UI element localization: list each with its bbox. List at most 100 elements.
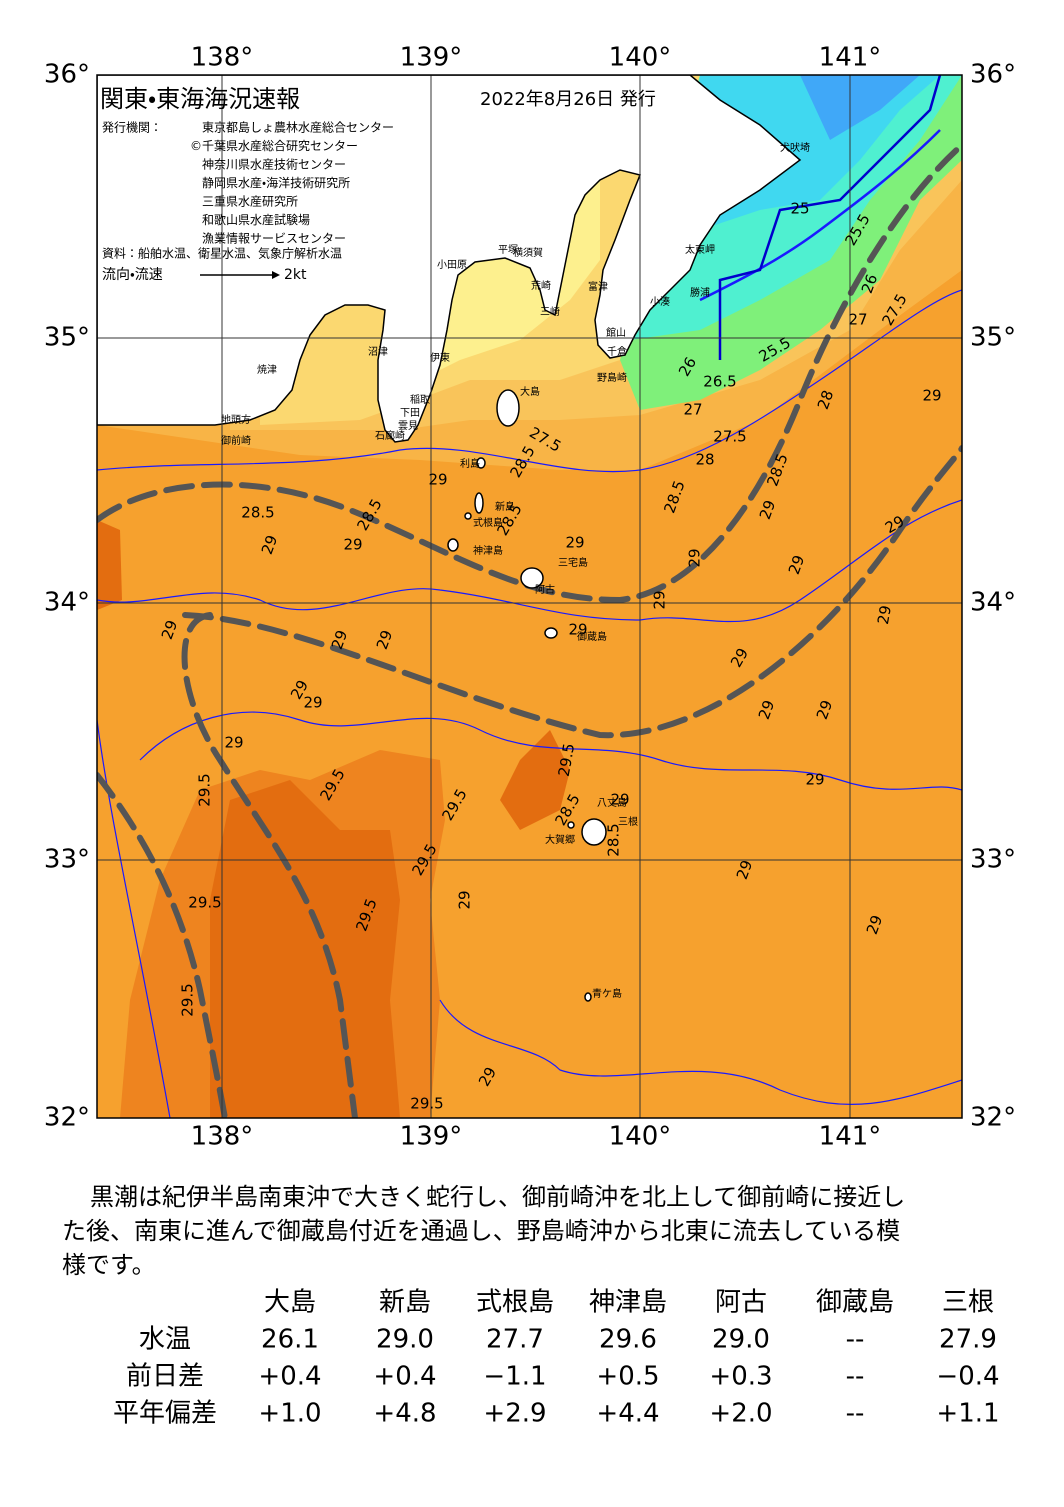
lon-label: 138°	[191, 43, 254, 73]
place-name: 野島崎	[597, 371, 627, 384]
place-name: 千倉	[607, 346, 627, 358]
place-name: 雲見	[398, 420, 418, 432]
place-name: 御前崎	[221, 434, 251, 447]
place-name: 沼津	[368, 345, 388, 358]
lat-label: 33°	[970, 845, 1016, 875]
table-cell: +0.4	[373, 1362, 436, 1392]
table-cell: --	[846, 1399, 865, 1429]
place-name: 青ケ島	[592, 987, 622, 1000]
graticule	[97, 75, 962, 1118]
table-cell: −0.4	[936, 1362, 999, 1392]
place-name: 横須賀	[513, 246, 543, 259]
table-cell: +1.0	[258, 1399, 321, 1429]
contour-label: 29	[922, 387, 941, 405]
contour-label: 29	[258, 533, 281, 557]
lat-label: 32°	[970, 1103, 1016, 1133]
table-cell: +0.5	[596, 1362, 659, 1392]
table-cell: −1.1	[483, 1362, 546, 1392]
lon-label: 141°	[819, 43, 882, 73]
lat-label: 32°	[44, 1103, 90, 1133]
table-header: 御蔵島	[816, 1288, 894, 1318]
lon-label: 140°	[609, 1122, 672, 1152]
contour-label: 26	[858, 272, 881, 296]
place-name: 平塚	[498, 244, 518, 256]
contour-label: 29.5	[196, 773, 214, 806]
place-name: 三宅島	[558, 556, 588, 569]
temp-zone	[800, 75, 920, 140]
source: 資料：船舶水温、衛星水温、気象庁解析水温	[102, 246, 342, 261]
place-name: 犬吠埼	[780, 141, 810, 154]
place-name: 三崎	[540, 305, 560, 318]
contour-label: 28	[695, 451, 714, 469]
table-cell: +1.1	[936, 1399, 999, 1429]
agency: 神奈川県水産技術センター	[202, 157, 346, 172]
lat-label: 35°	[970, 323, 1016, 353]
temp-zone	[210, 780, 400, 1118]
contour-label: 27	[683, 401, 702, 419]
note-line: 黒潮は紀伊半島南東沖で大きく蛇行し、御前崎沖を北上して御前崎に接近し	[90, 1183, 905, 1211]
lon-label: 139°	[400, 1122, 463, 1152]
table-cell: 29.0	[712, 1325, 770, 1355]
place-name: 八丈島	[597, 796, 627, 809]
contour-label: 29	[785, 553, 808, 577]
lat-label: 33°	[44, 845, 90, 875]
contour-label: 28.5	[605, 823, 623, 856]
table-header: 神津島	[589, 1288, 667, 1318]
note-line: 様です。	[62, 1251, 156, 1279]
table-cell: 27.9	[939, 1325, 997, 1355]
contour-label: 29	[565, 534, 584, 552]
contour-label: 27	[848, 311, 867, 329]
contour-label: 29	[755, 698, 778, 722]
map-frame	[96, 74, 963, 1119]
temp-zone	[700, 75, 940, 230]
place-name: 稲取	[410, 394, 430, 406]
contour-label: 29.5	[188, 894, 221, 912]
table-cell: +0.4	[258, 1362, 321, 1392]
place-name: 大賀郷	[545, 833, 575, 846]
agency: 和歌山県水産試験場	[202, 212, 310, 227]
legend-label: 流向・流速	[102, 267, 163, 283]
contour-label: 29	[373, 628, 396, 652]
table-header: 阿古	[715, 1288, 767, 1318]
table-header: 大島	[264, 1288, 316, 1318]
temp-zone	[97, 520, 122, 610]
lat-label: 35°	[44, 323, 90, 353]
contour-label: 29	[224, 734, 243, 752]
contour-label: 29.5	[179, 983, 197, 1016]
contour-label: 29	[343, 536, 362, 554]
note-line: た後、南東に進んで御蔵島付近を通過し、野島崎沖から北東に流去している模	[62, 1217, 900, 1245]
place-name: 神津島	[473, 544, 503, 557]
contour-label: 29	[805, 771, 824, 789]
agency: 東京都島しょ農林水産総合センター	[202, 120, 394, 135]
lon-label: 141°	[819, 1122, 882, 1152]
contour-label: 29	[756, 498, 779, 522]
place-name: 新島	[495, 500, 515, 513]
contour-label: 29	[428, 471, 447, 489]
contour-label: 29	[158, 618, 181, 642]
place-name: 地頭方	[221, 413, 251, 426]
contour-label: 29	[568, 621, 587, 639]
place-name: 御蔵島	[577, 630, 607, 643]
issue-date: 2022年8月26日 発行	[480, 89, 656, 110]
place-name: 式根島	[473, 516, 503, 529]
contour-label: 29	[813, 698, 836, 722]
agency: 漁業情報サービスセンター	[202, 232, 346, 246]
contour-label: 28.5	[241, 504, 274, 522]
place-name: 荒崎	[531, 279, 551, 292]
islands	[447, 389, 607, 1002]
land	[97, 75, 802, 443]
note: 黒潮は紀伊半島南東沖で大きく蛇行し、御前崎沖を北上して御前崎に接近した後、南東に…	[62, 1183, 905, 1279]
table-cell: +2.0	[709, 1399, 772, 1429]
table-cell: +0.3	[709, 1362, 772, 1392]
contour-label: 28	[814, 388, 837, 412]
agencies: 東京都島しょ農林水産総合センター ©千葉県水産総合研究センター神奈川県水産技術セン…	[190, 120, 394, 246]
contour-label: 29	[651, 590, 669, 609]
row-label: 平年偏差	[113, 1399, 217, 1429]
isotherms	[97, 75, 962, 1118]
row-label: 前日差	[126, 1362, 204, 1392]
place-name: 石廊崎	[375, 429, 405, 442]
contour-label: 29	[303, 694, 322, 712]
